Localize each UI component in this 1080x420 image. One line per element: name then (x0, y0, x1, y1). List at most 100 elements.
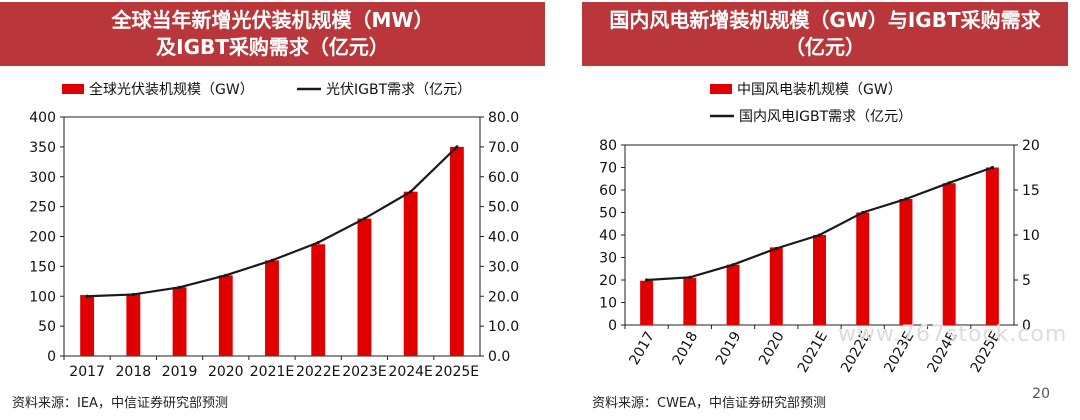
right-chart-line-point (817, 233, 822, 237)
right-chart-bar (683, 277, 697, 325)
right-chart-bar (813, 235, 826, 325)
left-chart-left-tick-label: 200 (29, 230, 56, 246)
right-chart-line-point (861, 210, 865, 215)
left-chart-left-tick-label: 300 (29, 170, 56, 186)
right-chart-right-tick-label: 5 (1022, 273, 1031, 289)
left-chart-left-tick-label: 150 (29, 259, 56, 275)
left-chart-right-tick-label: 30.0 (488, 259, 519, 275)
left-chart-bar (265, 260, 279, 356)
right-chart-bar (856, 212, 870, 325)
right-chart-left-tick-label: 50 (599, 206, 617, 222)
right-chart-line-point (731, 263, 735, 267)
left-chart-line-point (85, 294, 89, 298)
left-chart-x-tick-label: 2020 (208, 364, 244, 380)
left-chart-bar (80, 295, 95, 356)
right-chart-line-point (904, 197, 908, 201)
right-chart-left-tick-label: 80 (599, 138, 617, 154)
right-chart-right-tick-label: 15 (1022, 183, 1040, 199)
right-chart-line-point (688, 275, 692, 279)
left-chart-right-tick-label: 60.0 (488, 170, 519, 186)
right-chart-svg: 中国风电装机规模（GW）国内风电IGBT需求（亿元）01020304050607… (599, 82, 1040, 376)
right-chart-legend-bar-label: 中国风电装机规模（GW） (737, 82, 902, 98)
left-chart-line-point (409, 190, 413, 194)
right-chart-line-point (947, 181, 951, 185)
left-chart-left-tick-label: 400 (29, 110, 56, 126)
left-chart-line-point (224, 273, 228, 277)
right-chart-bar (985, 167, 999, 325)
right-chart-left-tick-label: 30 (599, 251, 617, 267)
left-chart-left-tick-label: 350 (29, 140, 56, 156)
left-chart-x-tick-label: 2021E (250, 364, 294, 380)
left-chart-bar (311, 244, 326, 356)
left-chart-left-tick-label: 0 (47, 349, 56, 365)
left-chart-x-tick-label: 2017 (69, 364, 105, 380)
left-chart-right-tick-label: 0.0 (488, 349, 510, 365)
left-title-line2: 及IGBT采购需求（亿元） (156, 35, 389, 59)
right-chart-x-tick-label: 2021E (795, 329, 831, 376)
left-chart-right-tick-label: 70.0 (488, 140, 519, 156)
left-chart-panel: 全球当年新增光伏装机规模（MW） 及IGBT采购需求（亿元） 全球光伏装机规模（… (0, 2, 545, 411)
left-chart-right-tick-label: 20.0 (488, 289, 519, 305)
right-chart-left-tick-label: 60 (599, 183, 617, 199)
right-chart-title: 国内风电新增装机规模（GW）与IGBT采购需求 （亿元） (582, 2, 1068, 66)
right-chart-right-tick-label: 20 (1022, 138, 1040, 154)
left-chart-bar (357, 218, 372, 356)
right-chart-line-point (645, 278, 649, 282)
left-chart-bar (172, 287, 187, 356)
left-chart-x-tick-label: 2024E (388, 364, 432, 380)
right-chart-x-tick-label: 2018 (670, 329, 702, 368)
right-chart-right-tick-label: 0 (1022, 318, 1031, 334)
right-chart-left-tick-label: 70 (599, 161, 617, 177)
right-chart-x-tick-label: 2017 (626, 329, 658, 368)
left-chart-left-tick-label: 250 (29, 200, 56, 216)
right-chart-bar (899, 199, 913, 325)
left-chart-svg: 全球光伏装机规模（GW） 光伏IGBT需求（亿元） 0 50 100 150 200 250 3… (29, 81, 519, 380)
right-chart-line-point (774, 246, 778, 251)
left-title-line1: 全球当年新增光伏装机规模（MW） (111, 8, 434, 32)
left-chart-left-tick-label: 50 (38, 319, 56, 335)
left-chart-x-tick-label: 2019 (162, 364, 198, 380)
left-chart-line-point (362, 216, 367, 221)
right-source-note: 资料来源：CWEA，中信证券研究部预测 (592, 396, 827, 411)
left-chart-left-tick-label: 100 (29, 289, 56, 305)
right-chart-legend-bar-swatch (710, 84, 732, 94)
page-number: 20 (1032, 386, 1050, 402)
right-chart-legend-line-label: 国内风电IGBT需求（亿元） (739, 109, 912, 125)
left-chart-legend-bar-swatch (62, 84, 84, 94)
left-chart-right-tick-label: 10.0 (488, 319, 519, 335)
left-chart-line-point (270, 258, 274, 262)
left-chart-bar (126, 293, 141, 356)
left-chart-x-tick-label: 2022E (296, 364, 340, 380)
right-chart-left-tick-label: 20 (599, 273, 617, 289)
left-chart-bar (218, 275, 233, 356)
right-chart-panel: 国内风电新增装机规模（GW）与IGBT采购需求 （亿元） 中国风电装机规模（GW… (582, 0, 1080, 420)
right-chart-line-point (990, 165, 994, 170)
left-chart-bar (403, 191, 418, 356)
right-chart-left-tick-label: 0 (608, 318, 617, 334)
right-chart-bar (640, 280, 654, 325)
right-chart-bar (942, 183, 956, 325)
left-source-note: 资料来源：IEA，中信证券研究部预测 (12, 396, 228, 411)
left-chart-x-tick-label: 2025E (435, 364, 479, 380)
watermark-text: www.767stock.com (838, 322, 1068, 347)
left-chart-x-tick-label: 2023E (342, 364, 386, 380)
right-chart-right-tick-label: 10 (1022, 228, 1040, 244)
left-chart-legend-line-label: 光伏IGBT需求（亿元） (326, 82, 471, 98)
left-chart-right-tick-label: 50.0 (488, 200, 519, 216)
left-chart-line-point (131, 292, 135, 297)
right-chart-bar (726, 264, 740, 325)
left-chart-right-tick-label: 80.0 (488, 110, 519, 126)
left-chart-bar (449, 146, 464, 356)
right-title-line1: 国内风电新增装机规模（GW）与IGBT采购需求 (609, 8, 1041, 32)
right-title-line2: （亿元） (785, 35, 865, 59)
left-chart-line-point (177, 285, 182, 289)
right-chart-left-tick-label: 10 (599, 296, 617, 312)
left-chart-line-point (455, 145, 459, 149)
right-chart-left-tick-label: 40 (599, 228, 617, 244)
left-chart-right-tick-label: 40.0 (488, 230, 519, 246)
right-chart-x-tick-label: 2019 (713, 329, 745, 368)
right-chart-bar (769, 247, 783, 325)
left-chart-x-tick-label: 2018 (116, 364, 152, 380)
left-chart-title: 全球当年新增光伏装机规模（MW） 及IGBT采购需求（亿元） (0, 2, 545, 66)
right-chart-x-tick-label: 2020 (756, 329, 788, 368)
